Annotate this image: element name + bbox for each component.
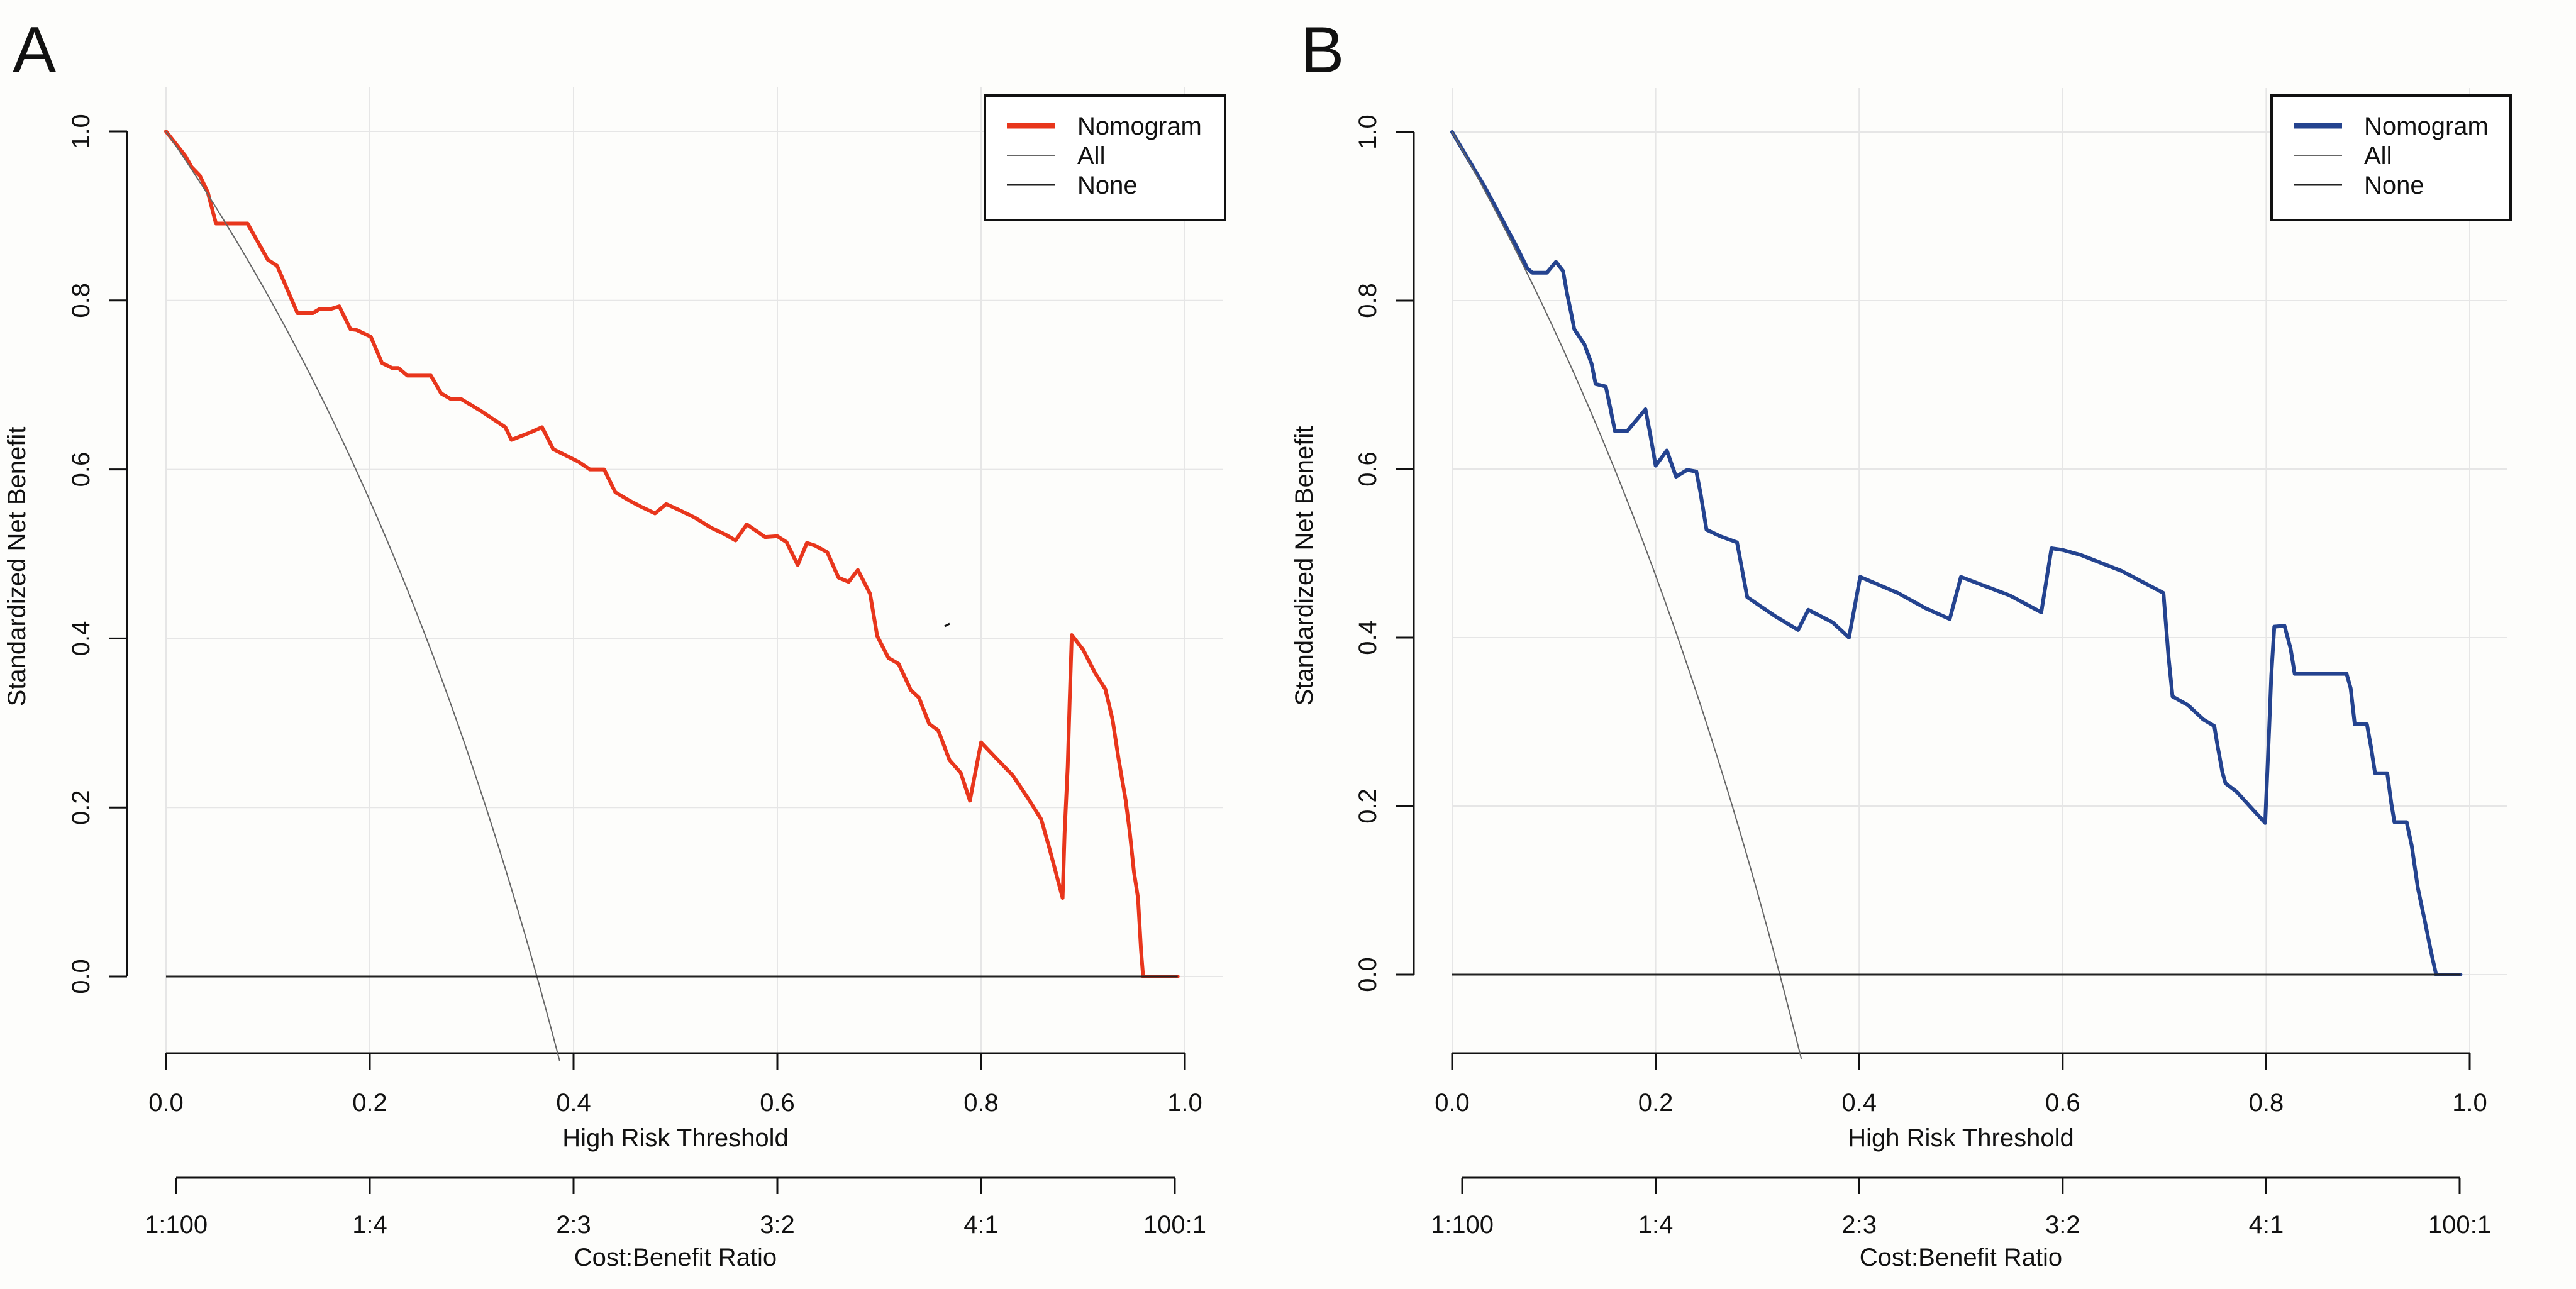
x-tick-label: 1.0 xyxy=(1167,1089,1202,1117)
x-tick-label: 0.4 xyxy=(1841,1089,1877,1117)
series-b xyxy=(1450,130,2463,1059)
y-tick-label: 0.4 xyxy=(1354,620,1382,655)
y-tick-label: 0.2 xyxy=(67,790,95,825)
y-tick-label: 1.0 xyxy=(1354,114,1382,150)
cost-benefit-tick-label: 3:2 xyxy=(760,1211,795,1239)
x-tick-label: 0.6 xyxy=(760,1089,795,1117)
legend-label-nomogram: Nomogram xyxy=(2364,113,2489,140)
cost-benefit-tick-label: 4:1 xyxy=(963,1211,999,1239)
nomogram-series-line xyxy=(1450,130,2463,976)
x-tick-label: 0.6 xyxy=(2045,1089,2080,1117)
cost-benefit-axis-title: Cost:Benefit Ratio xyxy=(1860,1244,2062,1271)
y-tick-label: 0.8 xyxy=(1354,283,1382,318)
panel-b: B 0.0 0.2 0.4 0.6 0.8 1.0 Standardized Net Ben… xyxy=(1291,14,2512,1271)
y-tick-label: 0.8 xyxy=(67,283,95,318)
all-series-line xyxy=(1452,131,1802,1059)
x-tick-label: 0.2 xyxy=(352,1089,387,1117)
cost-benefit-tick-label: 100:1 xyxy=(1143,1211,1206,1239)
cost-benefit-tick-label: 1:100 xyxy=(1431,1211,1494,1239)
cost-benefit-axis-title: Cost:Benefit Ratio xyxy=(574,1244,777,1271)
stray-mark xyxy=(944,622,950,628)
legend-label-all: All xyxy=(1077,142,1105,170)
cost-benefit-tick-label: 3:2 xyxy=(2045,1211,2080,1239)
y-tick-label: 0.0 xyxy=(1354,957,1382,992)
cost-benefit-tick-label: 1:4 xyxy=(352,1211,387,1239)
x-tick-label: 0.0 xyxy=(1435,1089,1470,1117)
y-tick-label: 0.4 xyxy=(67,621,95,656)
y-axis-title: Standardized Net Benefit xyxy=(1291,426,1318,706)
y-tick-label: 1.0 xyxy=(67,114,95,149)
x-tick-label: 0.0 xyxy=(148,1089,184,1117)
legend-box xyxy=(984,94,1226,221)
panel-letter-a: A xyxy=(13,14,57,87)
all-series-line xyxy=(165,131,560,1061)
x-axis-title: High Risk Threshold xyxy=(1848,1124,2074,1152)
series-a xyxy=(164,130,1180,1061)
axes-a: 0.0 0.2 0.4 0.6 0.8 1.0 Standardized Net Benef… xyxy=(3,114,1206,1271)
y-tick-label: 0.0 xyxy=(67,959,95,994)
cost-benefit-tick-label: 1:100 xyxy=(145,1211,208,1239)
axes-b: 0.0 0.2 0.4 0.6 0.8 1.0 Standardized Net Benef… xyxy=(1291,114,2491,1271)
panel-letter-b: B xyxy=(1301,14,1344,87)
nomogram-series-line xyxy=(164,130,1180,978)
legend-label-none: None xyxy=(2364,172,2424,199)
legend-label-nomogram: Nomogram xyxy=(1077,113,1202,140)
cost-benefit-tick-label: 2:3 xyxy=(556,1211,591,1239)
x-tick-label: 0.4 xyxy=(556,1089,591,1117)
panel-a: A 0.0 0.2 0.4 0.6 0.8 1.0 Standardized Net Ben… xyxy=(3,14,1226,1271)
y-axis-title: Standardized Net Benefit xyxy=(3,427,31,707)
legend-label-all: All xyxy=(2364,142,2392,170)
y-tick-label: 0.6 xyxy=(1354,451,1382,487)
cost-benefit-tick-label: 100:1 xyxy=(2428,1211,2491,1239)
x-axis-title: High Risk Threshold xyxy=(562,1124,788,1152)
x-tick-label: 1.0 xyxy=(2452,1089,2487,1117)
y-tick-label: 0.6 xyxy=(67,452,95,487)
x-tick-label: 0.8 xyxy=(963,1089,999,1117)
cost-benefit-tick-label: 2:3 xyxy=(1841,1211,1877,1239)
y-tick-label: 0.2 xyxy=(1354,788,1382,824)
cost-benefit-tick-label: 1:4 xyxy=(1638,1211,1674,1239)
cost-benefit-tick-label: 4:1 xyxy=(2249,1211,2284,1239)
x-tick-label: 0.2 xyxy=(1638,1089,1674,1117)
legend-label-none: None xyxy=(1077,172,1138,199)
x-tick-label: 0.8 xyxy=(2249,1089,2284,1117)
grid-a xyxy=(165,87,1223,1061)
legend-box xyxy=(2270,94,2512,221)
grid-b xyxy=(1452,88,2507,1059)
